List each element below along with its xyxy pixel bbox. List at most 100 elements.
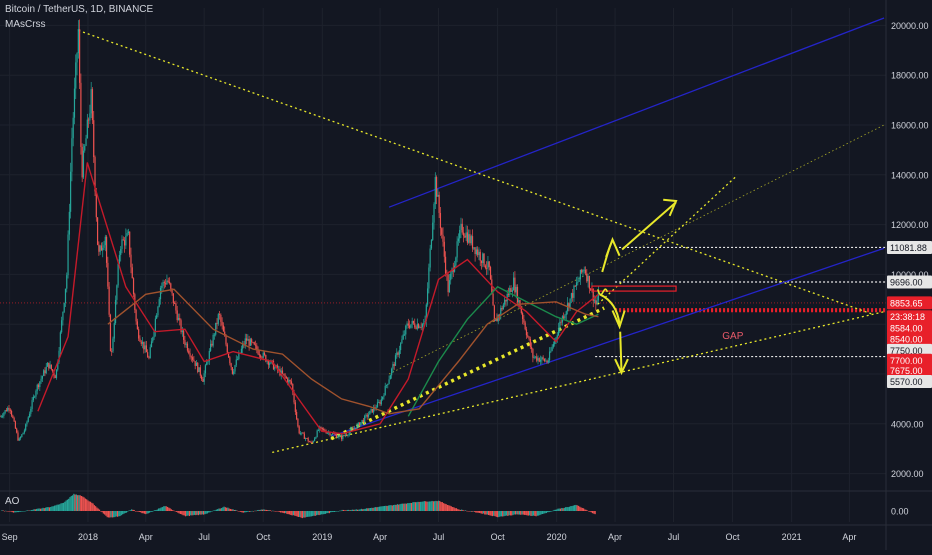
candle-body — [556, 335, 558, 338]
ao-bar — [111, 511, 113, 518]
candle-body — [595, 300, 597, 305]
candle-body — [292, 383, 294, 393]
candle-body — [456, 241, 458, 258]
ao-bar — [107, 511, 110, 518]
price-label-bg — [887, 332, 932, 346]
ao-bar — [143, 511, 146, 514]
candle-body — [516, 286, 519, 303]
ao-bar — [390, 505, 392, 511]
candle-body — [452, 268, 454, 272]
ao-bar — [83, 497, 85, 511]
candle-body — [229, 357, 231, 364]
candle-body — [578, 279, 580, 282]
candle-body — [311, 442, 313, 443]
ao-bar — [258, 509, 260, 511]
ao-bar — [151, 511, 153, 512]
candle-body — [161, 285, 163, 288]
ao-bar — [475, 511, 477, 513]
candle-body — [159, 287, 162, 300]
ao-bar — [19, 511, 21, 512]
ao-bar — [295, 511, 297, 516]
candle-body — [135, 309, 137, 322]
ao-bar — [93, 505, 95, 511]
ao-bar — [536, 511, 538, 516]
ao-bar — [20, 511, 22, 512]
candle-body — [577, 281, 579, 283]
price-label: 7675.00 — [890, 366, 923, 376]
ao-bar — [590, 511, 592, 513]
ao-bar — [303, 511, 305, 518]
y-tick-label: 14000.00 — [891, 170, 929, 180]
ao-bar — [163, 506, 165, 511]
candle-body — [202, 379, 204, 382]
ao-bar — [205, 511, 207, 514]
candle-body — [391, 368, 393, 376]
ao-bar — [200, 511, 202, 515]
ao-bar — [61, 503, 63, 511]
x-tick-label: 2020 — [547, 532, 567, 542]
candle-body — [163, 282, 165, 284]
ao-bar — [145, 511, 147, 515]
ao-bar — [575, 504, 577, 511]
candle-body — [573, 285, 575, 298]
ao-bar — [27, 510, 29, 511]
candle-body — [582, 270, 584, 273]
ao-bar — [231, 509, 233, 511]
ao-bar — [505, 511, 508, 516]
ao-bar — [538, 511, 540, 516]
ao-bar — [550, 510, 553, 512]
ao-bar — [544, 511, 546, 514]
ao-bar — [324, 511, 327, 514]
indicator-label[interactable]: MAsCrss — [5, 19, 46, 30]
ao-bar — [364, 508, 366, 511]
ao-bar — [372, 507, 374, 511]
candle-body — [145, 345, 147, 353]
ao-bar — [353, 509, 355, 511]
candle-body — [224, 331, 226, 337]
ao-bar — [495, 511, 497, 517]
ao-bar — [237, 511, 239, 512]
candle-body — [538, 358, 540, 362]
ao-bar — [452, 507, 454, 511]
candle-body — [127, 231, 130, 234]
ao-bar — [57, 504, 60, 511]
ao-bar — [70, 495, 72, 511]
ao-bar — [386, 505, 388, 511]
candle-body — [244, 338, 246, 346]
arrow-squiggle — [596, 288, 609, 296]
candle-body — [95, 191, 97, 218]
candle-body — [181, 330, 183, 333]
candle-body — [588, 275, 590, 289]
ao-bar — [114, 511, 116, 518]
candle-body — [312, 441, 314, 443]
candle-body — [313, 438, 316, 442]
candle-body — [522, 313, 524, 320]
ao-bar — [570, 506, 572, 511]
price-label: 8853.65 — [890, 298, 923, 308]
candle-body — [328, 432, 330, 434]
ao-bar — [119, 511, 121, 517]
candle-body — [76, 53, 78, 63]
ao-bar — [313, 511, 315, 516]
ao-bar — [209, 511, 211, 513]
candle-body — [165, 283, 167, 285]
candle-body — [208, 350, 210, 362]
ao-bar — [96, 507, 98, 511]
ao-bar — [51, 506, 53, 511]
candle-body — [579, 269, 581, 280]
ao-bar — [498, 511, 500, 518]
ao-bar — [466, 510, 468, 512]
ao-bar — [124, 511, 126, 514]
candle-body — [123, 240, 126, 246]
candle-body — [221, 321, 223, 326]
ao-bar — [223, 506, 225, 511]
candle-body — [136, 321, 138, 330]
ao-bar — [161, 507, 164, 511]
ao-bar — [82, 496, 84, 511]
ao-bar — [457, 509, 459, 511]
ao-bar — [357, 509, 359, 511]
candle-body — [26, 421, 28, 425]
